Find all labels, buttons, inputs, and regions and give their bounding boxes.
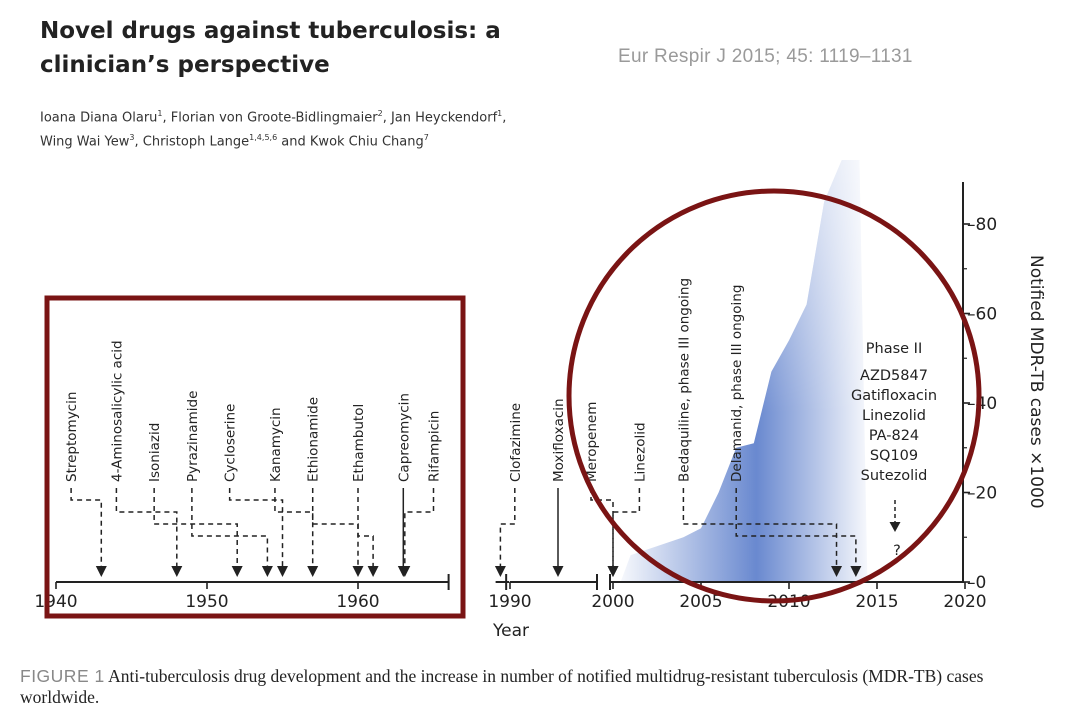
drug-arrow — [352, 566, 364, 577]
drug-arrow — [552, 566, 564, 577]
drug-arrow — [831, 566, 843, 577]
x-axis-title: Year — [492, 621, 529, 641]
y-tick-label: –60 — [967, 305, 997, 325]
drug-connector — [590, 488, 614, 566]
author-name: Kwok Chiu Chang — [309, 134, 424, 150]
drug-label: Isoniazid — [147, 423, 163, 482]
author-affiliation: 7 — [423, 133, 429, 143]
phase-drug: Gatifloxacin — [851, 388, 937, 404]
author-affiliation: 3 — [129, 133, 135, 143]
x-tick-label: 1990 — [488, 592, 531, 612]
caption-text: Anti-tuberculosis drug development and t… — [20, 666, 984, 707]
author-line-1: Ioana Diana Olaru1, Florian von Groote-B… — [40, 109, 507, 126]
drug-arrow — [399, 566, 411, 577]
drug-label: Rifampicin — [427, 411, 443, 482]
author-affiliation: 1 — [157, 109, 163, 118]
phase-drug: Linezolid — [862, 408, 926, 424]
drug-connector — [274, 488, 314, 566]
drug-label: Capreomycin — [396, 393, 412, 482]
drug-connector — [191, 488, 269, 566]
journal-citation: Eur Respir J 2015; 45: 1119–1131 — [618, 46, 913, 67]
drug-label: Ethionamide — [306, 397, 322, 482]
x-tick-label: 2015 — [855, 592, 898, 612]
author-name: Florian von Groote-Bidlingmaier — [170, 110, 378, 126]
drug-connector — [499, 488, 516, 566]
phase-title: Phase II — [866, 341, 922, 357]
drug-connector — [311, 488, 359, 566]
drug-label: Meropenem — [584, 402, 600, 482]
drug-label: 4-Aminosalicylic acid — [109, 340, 125, 482]
drug-label: Cycloserine — [223, 404, 239, 482]
x-tick-label: 1940 — [34, 592, 77, 612]
x-tick-label: 2020 — [943, 592, 986, 612]
drug-arrow — [171, 566, 183, 577]
drug-connector — [228, 488, 284, 566]
x-tick-label: 2000 — [591, 592, 634, 612]
author-name: Christoph Lange — [142, 134, 250, 150]
drug-arrow — [607, 566, 619, 577]
y-tick-label: –40 — [967, 394, 997, 414]
author-name: Ioana Diana Olaru — [40, 110, 158, 126]
drug-connector — [612, 488, 641, 566]
phase-drug: PA-824 — [869, 428, 919, 444]
phase-drug: Sutezolid — [861, 468, 928, 484]
author-list: Ioana Diana Olaru1, Florian von Groote-B… — [40, 104, 600, 153]
drug-arrow — [367, 566, 379, 577]
drug-arrow — [261, 566, 273, 577]
drug-arrow — [494, 566, 506, 577]
drug-label: Kanamycin — [268, 407, 284, 482]
y-tick-label: –20 — [967, 484, 997, 504]
phase-drug: AZD5847 — [860, 368, 928, 384]
phase-question-mark: ? — [893, 543, 901, 559]
drug-label: Delamanid, phase III ongoing — [729, 285, 745, 482]
drug-label: Ethambutol — [351, 404, 367, 482]
drug-arrow — [850, 566, 862, 577]
y-tick-label: –0 — [967, 573, 986, 593]
drug-connector — [735, 488, 857, 566]
drug-arrow — [95, 566, 107, 577]
drug-connector — [682, 488, 838, 566]
phase-drug: SQ109 — [870, 448, 918, 464]
author-affiliation: 2 — [377, 109, 383, 118]
x-tick-label: 1950 — [185, 592, 228, 612]
highlight-circle — [566, 188, 982, 604]
drug-connector — [115, 488, 178, 566]
author-name: Wing Wai Yew — [40, 134, 130, 150]
mdr-tb-area-shade — [620, 160, 868, 582]
figure-label: FIGURE 1 — [20, 666, 105, 686]
drug-label: Linezolid — [632, 422, 648, 482]
drug-arrow — [307, 566, 319, 577]
author-line-2: Wing Wai Yew3, Christoph Lange1,4,5,6 an… — [40, 133, 429, 150]
drug-label: Moxifloxacin — [551, 398, 567, 482]
drug-label: Bedaquiline, phase III ongoing — [676, 278, 692, 482]
drug-arrow — [231, 566, 243, 577]
drug-connector — [70, 488, 103, 566]
drug-label: Pyrazinamide — [185, 391, 201, 482]
drug-timeline-chart: 1940 1950 1960 1990 2000 2005 2010 2015 2020Year… — [34, 160, 1046, 641]
drug-connector — [153, 488, 238, 566]
author-name: Jan Heyckendorf — [390, 110, 498, 126]
drug-connector — [357, 488, 374, 566]
author-affiliation: 1 — [497, 109, 503, 118]
drug-label: Clofazimine — [508, 403, 524, 482]
x-tick-label: 2005 — [679, 592, 722, 612]
highlight-rectangle — [44, 295, 466, 619]
drug-arrow — [277, 566, 288, 577]
author-affiliation: 1,4,5,6 — [249, 133, 278, 143]
y-tick-label: –80 — [967, 215, 997, 235]
figure-caption: FIGURE 1 Anti-tuberculosis drug developm… — [20, 666, 1065, 708]
drug-label: Streptomycin — [64, 392, 80, 482]
phase-arrow — [889, 522, 901, 532]
y-axis-title: Notified MDR-TB cases ×1000 — [1026, 255, 1046, 509]
paper-title: Novel drugs against tuberculosis: a clin… — [40, 18, 501, 78]
x-tick-label: 1960 — [336, 592, 379, 612]
drug-connector — [404, 488, 435, 566]
